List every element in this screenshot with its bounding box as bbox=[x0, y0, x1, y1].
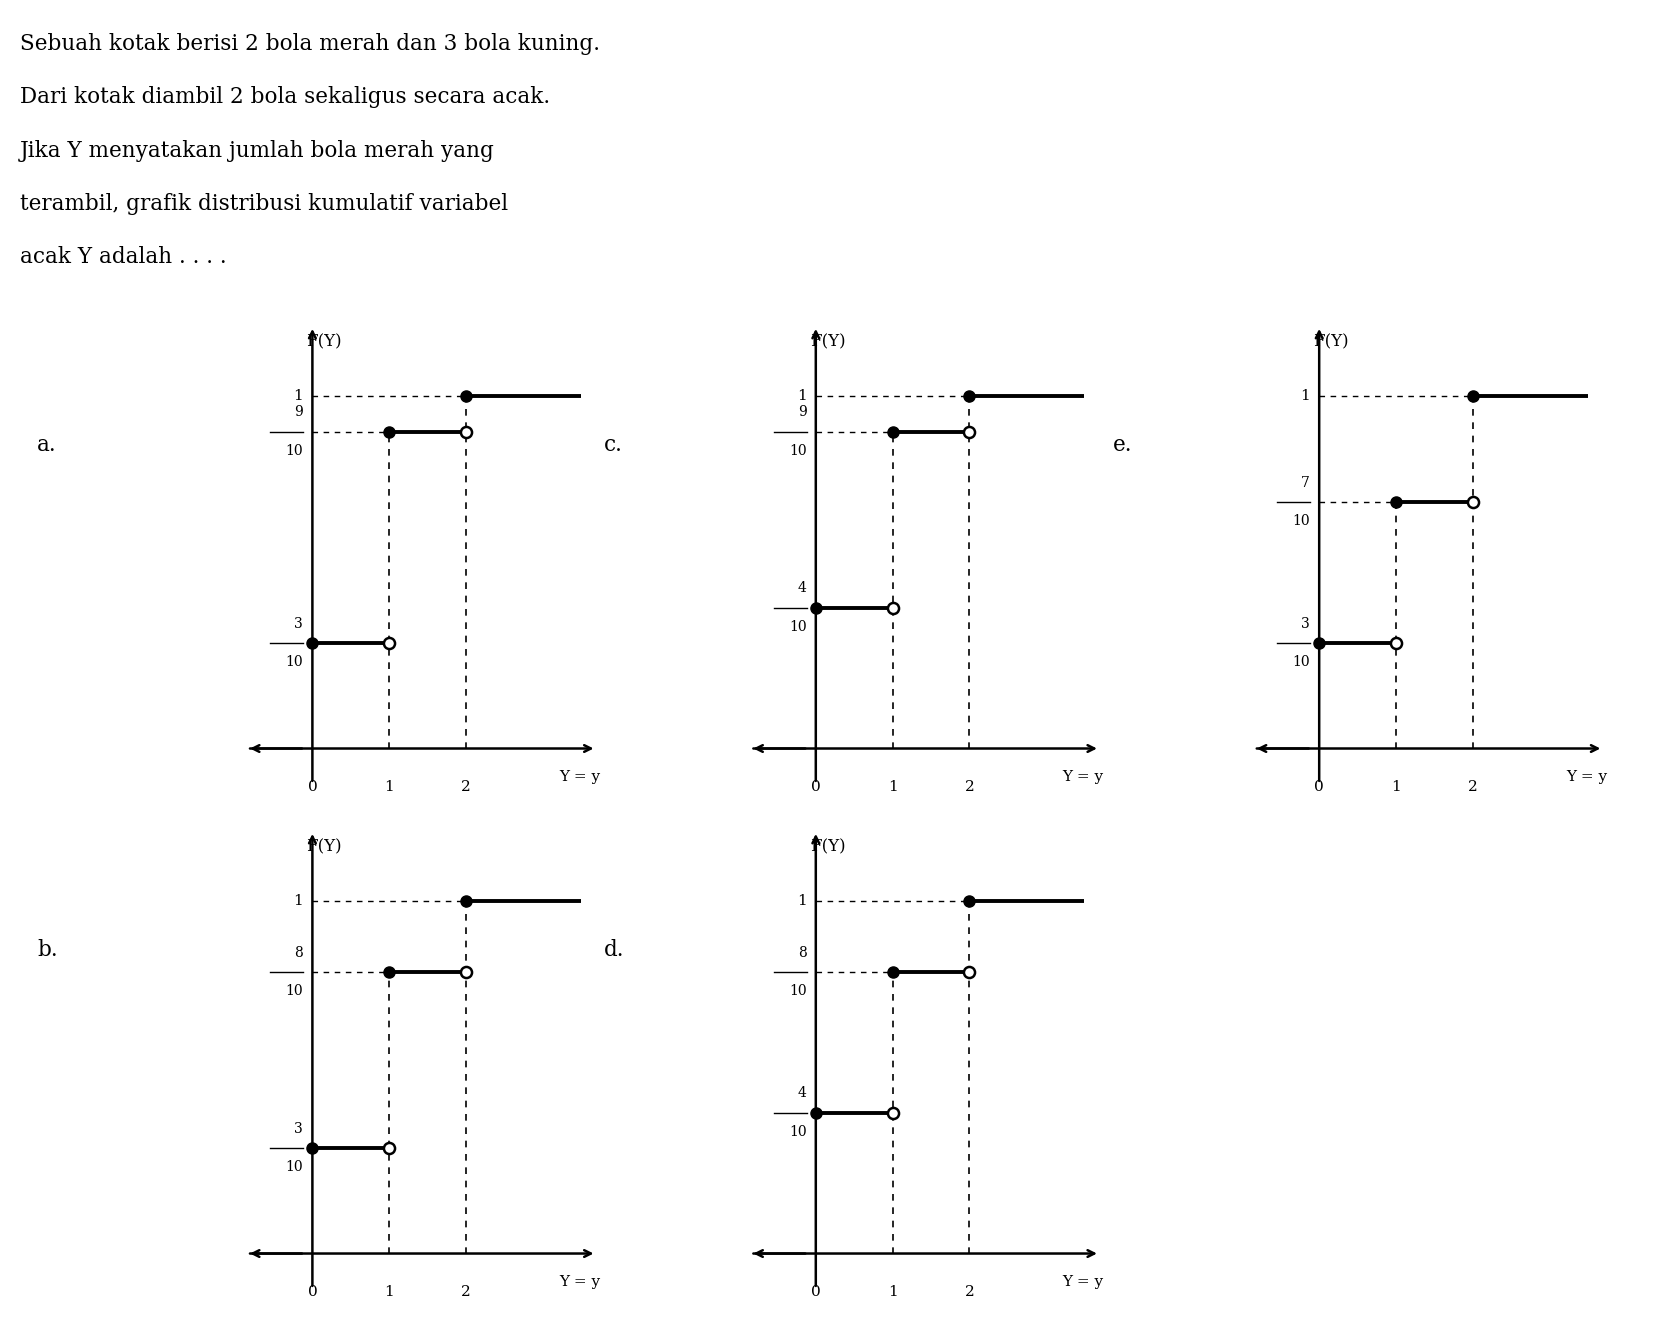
Text: Sebuah kotak berisi 2 bola merah dan 3 bola kuning.: Sebuah kotak berisi 2 bola merah dan 3 b… bbox=[20, 33, 601, 56]
Text: 0: 0 bbox=[1314, 780, 1324, 795]
Text: 0: 0 bbox=[810, 780, 821, 795]
Text: F(Y): F(Y) bbox=[307, 334, 342, 350]
Text: 3: 3 bbox=[294, 617, 304, 630]
Text: c.: c. bbox=[604, 435, 623, 456]
Text: 9: 9 bbox=[294, 405, 304, 420]
Text: 2: 2 bbox=[965, 1285, 975, 1300]
Text: Y = y: Y = y bbox=[1062, 1275, 1104, 1289]
Text: 8: 8 bbox=[294, 945, 304, 960]
Text: 10: 10 bbox=[1292, 655, 1311, 670]
Text: a.: a. bbox=[37, 435, 57, 456]
Text: b.: b. bbox=[37, 940, 57, 961]
Text: Y = y: Y = y bbox=[1062, 769, 1104, 784]
Text: 10: 10 bbox=[789, 1126, 807, 1139]
Text: F(Y): F(Y) bbox=[810, 839, 846, 855]
Text: 4: 4 bbox=[797, 1086, 807, 1100]
Text: 10: 10 bbox=[285, 444, 304, 459]
Text: 10: 10 bbox=[1292, 514, 1311, 529]
Text: 1: 1 bbox=[797, 894, 807, 909]
Text: 10: 10 bbox=[285, 655, 304, 670]
Text: 3: 3 bbox=[294, 1122, 304, 1135]
Text: Dari kotak diambil 2 bola sekaligus secara acak.: Dari kotak diambil 2 bola sekaligus seca… bbox=[20, 86, 550, 109]
Text: 0: 0 bbox=[810, 1285, 821, 1300]
Text: 2: 2 bbox=[965, 780, 975, 795]
Text: Y = y: Y = y bbox=[559, 1275, 601, 1289]
Text: 2: 2 bbox=[1468, 780, 1478, 795]
Text: 10: 10 bbox=[789, 985, 807, 998]
Text: 7: 7 bbox=[1300, 476, 1311, 489]
Text: 1: 1 bbox=[384, 1285, 394, 1300]
Text: 0: 0 bbox=[307, 780, 317, 795]
Text: 1: 1 bbox=[1300, 389, 1311, 404]
Text: F(Y): F(Y) bbox=[1314, 334, 1349, 350]
Text: 8: 8 bbox=[797, 945, 807, 960]
Text: acak Y adalah . . . .: acak Y adalah . . . . bbox=[20, 246, 227, 268]
Text: 0: 0 bbox=[307, 1285, 317, 1300]
Text: 2: 2 bbox=[461, 1285, 472, 1300]
Text: 4: 4 bbox=[797, 581, 807, 595]
Text: e.: e. bbox=[1113, 435, 1133, 456]
Text: Jika Y menyatakan jumlah bola merah yang: Jika Y menyatakan jumlah bola merah yang bbox=[20, 140, 495, 162]
Text: 1: 1 bbox=[888, 780, 898, 795]
Text: F(Y): F(Y) bbox=[307, 839, 342, 855]
Text: 2: 2 bbox=[461, 780, 472, 795]
Text: 10: 10 bbox=[789, 444, 807, 459]
Text: 9: 9 bbox=[797, 405, 807, 420]
Text: 1: 1 bbox=[294, 389, 304, 404]
Text: F(Y): F(Y) bbox=[810, 334, 846, 350]
Text: Y = y: Y = y bbox=[559, 769, 601, 784]
Text: 10: 10 bbox=[285, 1160, 304, 1175]
Text: terambil, grafik distribusi kumulatif variabel: terambil, grafik distribusi kumulatif va… bbox=[20, 193, 508, 215]
Text: d.: d. bbox=[604, 940, 624, 961]
Text: 10: 10 bbox=[285, 985, 304, 998]
Text: 1: 1 bbox=[888, 1285, 898, 1300]
Text: 1: 1 bbox=[1391, 780, 1401, 795]
Text: 1: 1 bbox=[384, 780, 394, 795]
Text: 1: 1 bbox=[797, 389, 807, 404]
Text: 10: 10 bbox=[789, 621, 807, 634]
Text: 1: 1 bbox=[294, 894, 304, 909]
Text: Y = y: Y = y bbox=[1566, 769, 1608, 784]
Text: 3: 3 bbox=[1300, 617, 1311, 630]
